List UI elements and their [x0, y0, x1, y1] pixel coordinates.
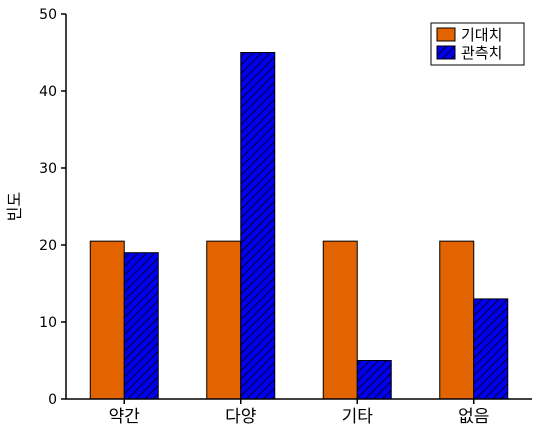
- bar-observed-3: [356, 360, 392, 400]
- y-tick-label: 10: [39, 315, 57, 331]
- plot-area: [89, 52, 509, 400]
- x-tick-label: 없음: [458, 407, 489, 427]
- bar-observed-1: [123, 252, 159, 400]
- bar-expected-2: [206, 240, 242, 400]
- y-tick-label: 40: [39, 84, 57, 100]
- bar-expected-1: [89, 240, 125, 400]
- legend-label-expected: 기대치: [461, 26, 502, 44]
- y-tick-label: 30: [39, 161, 57, 177]
- bar-expected-3: [322, 240, 358, 400]
- legend-label-observed: 관측치: [461, 44, 502, 62]
- x-tick-label: 다양: [225, 407, 256, 427]
- y-axis: 0 10 20 30 40 50: [39, 7, 67, 408]
- y-tick-label: 50: [39, 7, 57, 23]
- y-axis-label: 빈도: [5, 192, 24, 221]
- bar-expected-4: [439, 240, 475, 400]
- legend-swatch-observed: [436, 45, 456, 60]
- x-axis: 약간 다양 기타 없음: [66, 398, 532, 427]
- y-tick-label: 20: [39, 238, 57, 254]
- x-tick-label: 기타: [342, 407, 374, 427]
- bar-observed-4: [473, 298, 509, 400]
- x-tick-label: 약간: [109, 407, 141, 427]
- y-tick-label: 0: [48, 392, 57, 408]
- bar-observed-2: [240, 52, 276, 400]
- legend-swatch-expected: [436, 27, 456, 42]
